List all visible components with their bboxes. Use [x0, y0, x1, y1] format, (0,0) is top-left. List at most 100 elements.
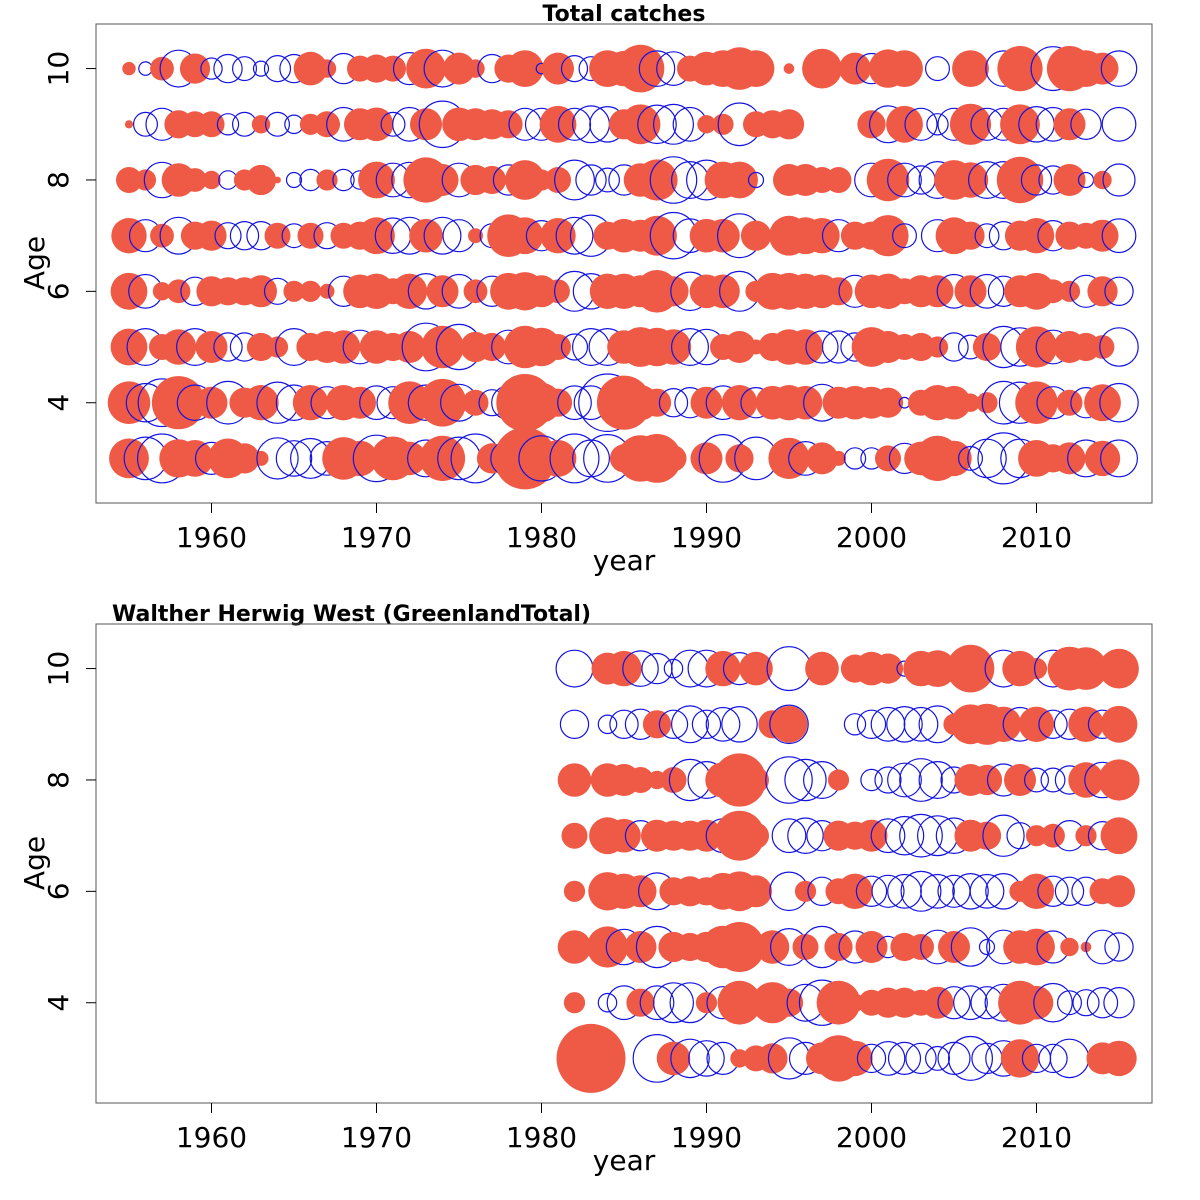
bubble-positive	[825, 167, 852, 193]
bubble-positive	[743, 767, 769, 793]
bubble-positive	[774, 988, 804, 1017]
x-axis: 1960 1970 1980 1990 2000 2010	[176, 503, 1072, 554]
bubble-negative	[903, 706, 939, 742]
bubble-negative	[571, 439, 610, 478]
bubble-positive	[872, 653, 904, 684]
bubble-positive	[246, 332, 276, 362]
bubble-positive	[976, 392, 998, 414]
bubble-positive	[393, 331, 426, 363]
bubble-positive	[419, 435, 466, 481]
y-tick-label: 10	[42, 51, 75, 87]
bubble-negative	[1038, 1043, 1068, 1074]
bubble-negative	[1038, 709, 1068, 740]
bubble-negative	[947, 1035, 993, 1081]
bubble-negative	[688, 1040, 725, 1077]
bubble-negative	[974, 223, 1000, 249]
bubble-negative	[939, 332, 969, 362]
bubble-negative	[1101, 106, 1137, 142]
x-tick-label: 1970	[341, 521, 412, 554]
bubble-positive	[317, 59, 337, 78]
bubble-negative	[969, 273, 1005, 309]
bubble-positive	[359, 107, 394, 142]
bubble-positive	[546, 279, 570, 304]
bubble-positive	[253, 450, 269, 466]
bubble-negative	[766, 646, 812, 692]
panel-total-catches: Total catches 1960 1970 1980 1990 2000 2010 4…	[18, 2, 1153, 577]
bubble-positive	[477, 165, 507, 195]
bubble-negative	[874, 766, 902, 794]
bubble-positive	[827, 769, 850, 791]
bubble-positive	[839, 52, 871, 85]
bubble-negative	[557, 107, 592, 141]
bubble-negative	[887, 762, 922, 798]
bubble-positive	[1099, 648, 1139, 689]
bubble-positive	[283, 280, 305, 302]
bubble-negative	[920, 873, 955, 909]
bubble-positive	[319, 283, 335, 299]
bubble-positive	[624, 875, 657, 908]
bubble-negative	[549, 433, 600, 484]
bubble-positive	[906, 332, 936, 362]
y-tick-label: 8	[42, 771, 75, 789]
bubble-positive	[1025, 658, 1048, 680]
bubble-positive	[637, 215, 677, 256]
bubble-negative	[1099, 439, 1138, 478]
bubble-positive	[755, 930, 790, 964]
bubble-positive	[802, 48, 842, 89]
bubble-positive	[563, 880, 586, 902]
bubble-positive	[195, 386, 228, 419]
plot-frame	[95, 23, 1153, 504]
bubble-positive	[773, 109, 805, 140]
bubble-positive	[418, 378, 467, 427]
bubble-positive	[1100, 705, 1138, 743]
bubble-negative	[1085, 929, 1120, 965]
bubble-positive	[1103, 875, 1135, 908]
bubble-positive	[816, 980, 861, 1025]
bubble-negative	[216, 113, 240, 136]
bubble-positive	[706, 274, 740, 309]
bubble-positive	[1019, 985, 1054, 1020]
bubble-positive	[1084, 384, 1121, 422]
bubble-negative	[953, 985, 988, 1021]
x-tick-label: 1980	[506, 521, 577, 554]
bubble-positive	[624, 931, 657, 963]
bubble-negative	[721, 705, 758, 743]
bubble-negative	[1033, 982, 1073, 1023]
bubble-positive	[740, 875, 772, 908]
bubble-positive	[697, 115, 716, 134]
bubble-positive	[1018, 218, 1055, 254]
bubble-negative	[904, 107, 938, 141]
bubble-positive	[557, 930, 592, 964]
bubble-negative	[1023, 767, 1049, 793]
bubble-positive	[972, 332, 1002, 362]
bubble-positive	[997, 46, 1043, 92]
bubble-negative	[275, 440, 313, 477]
bubble-positive	[1000, 1039, 1040, 1078]
bubble-positive	[316, 169, 338, 191]
bubble-positive	[996, 156, 1044, 204]
bubble-positive	[721, 385, 758, 421]
bubble-positive	[150, 56, 174, 81]
bubble-positive	[463, 279, 488, 304]
bubble-negative	[555, 216, 594, 255]
bubble-positive	[196, 220, 227, 251]
x-tick-label: 2000	[836, 1121, 907, 1154]
x-tick-label: 1960	[176, 1121, 247, 1154]
bubble-negative	[747, 171, 765, 189]
bubble-negative	[969, 873, 1005, 909]
bubble-positive	[743, 822, 769, 849]
bubble-negative	[553, 159, 595, 201]
bubble-negative	[1086, 987, 1119, 1019]
bubble-positive	[712, 753, 767, 807]
plot-frame	[95, 623, 1153, 1104]
bubble-positive	[961, 393, 980, 412]
bubble-negative	[670, 1038, 710, 1079]
bubble-positive	[655, 329, 692, 365]
bubble-positive	[1053, 442, 1086, 475]
bubble-positive	[946, 644, 995, 693]
bubble-positive	[1018, 706, 1055, 742]
bubble-negative	[805, 330, 839, 364]
bubble-negative	[1102, 163, 1136, 197]
bubble-positive	[831, 450, 846, 466]
x-axis-title: year	[593, 544, 656, 577]
